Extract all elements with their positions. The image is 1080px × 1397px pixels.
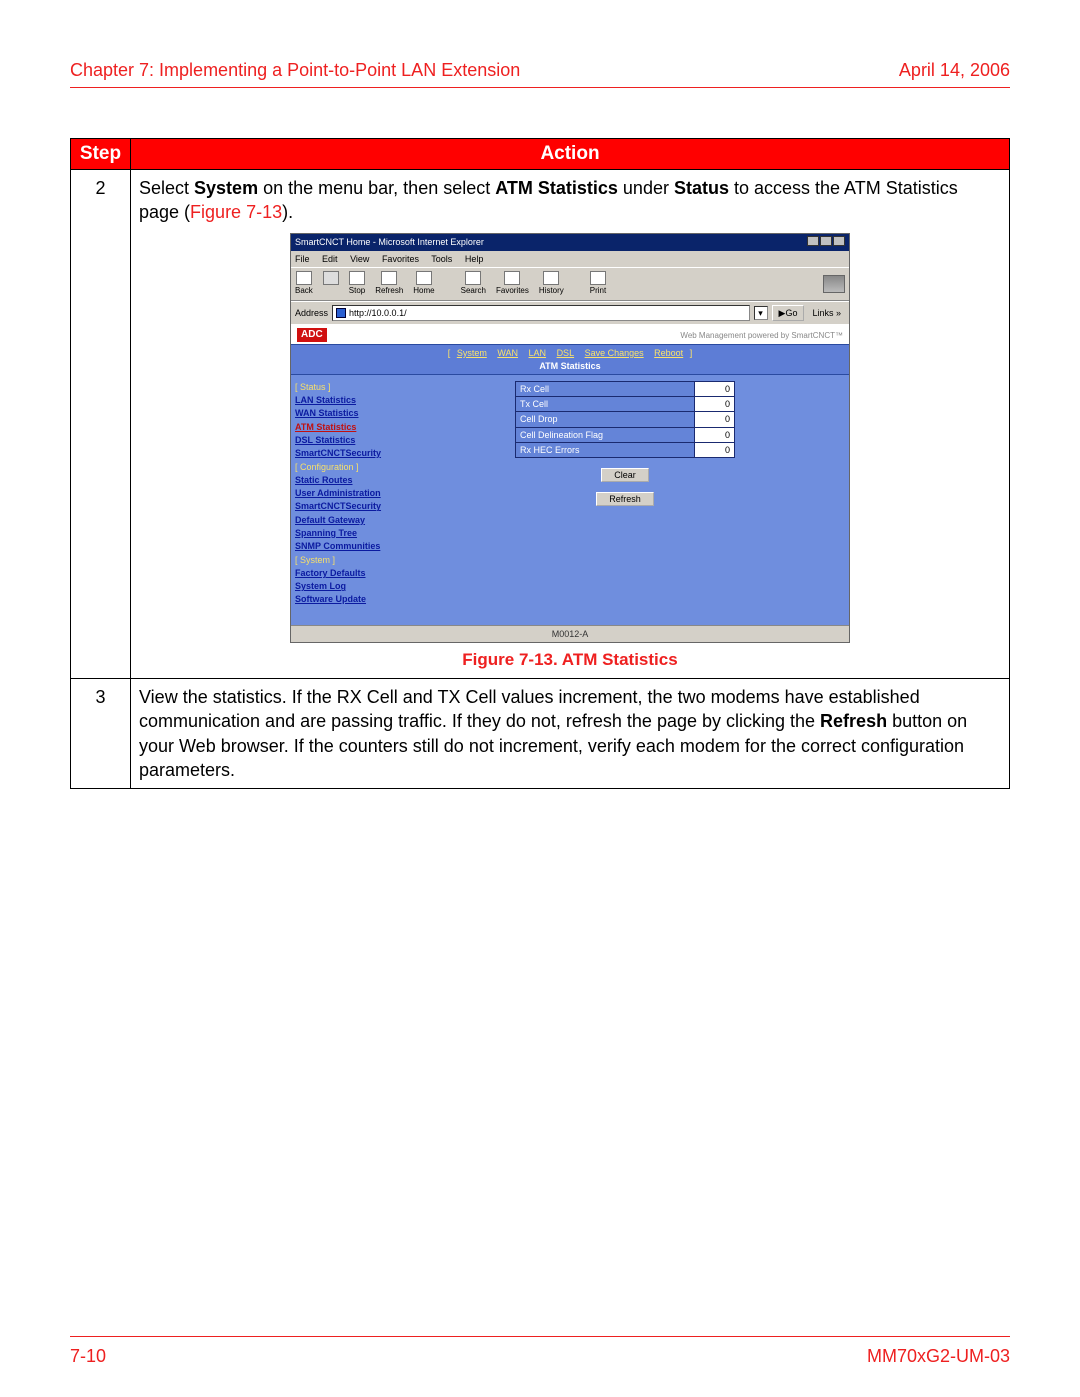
sidebar-system-label: [ System ] [295,554,397,566]
stat-label: Cell Drop [516,412,695,427]
table-row: 3 View the statistics. If the RX Cell an… [71,679,1010,789]
sidebar-system-log[interactable]: System Log [295,580,397,592]
history-button[interactable]: History [539,271,564,297]
sidebar-dsl-stats[interactable]: DSL Statistics [295,434,397,446]
forward-button[interactable] [323,271,339,297]
print-button[interactable]: Print [590,271,606,297]
bold: System [194,178,258,198]
sidebar-security-config[interactable]: SmartCNCTSecurity [295,500,397,512]
text: on the menu bar, then select [258,178,495,198]
menu-favorites[interactable]: Favorites [382,254,419,264]
sidebar-snmp[interactable]: SNMP Communities [295,540,397,552]
sidebar-static-routes[interactable]: Static Routes [295,474,397,486]
sidebar-lan-stats[interactable]: LAN Statistics [295,394,397,406]
favorites-button[interactable]: Favorites [496,271,529,297]
sidebar-software-update[interactable]: Software Update [295,593,397,605]
sidebar: [ Status ] LAN Statistics WAN Statistics… [291,375,401,625]
ie-throbber-icon [823,275,845,293]
step-action: Select System on the menu bar, then sele… [131,170,1010,679]
doc-id: MM70xG2-UM-03 [867,1346,1010,1367]
bold: ATM Statistics [495,178,618,198]
back-button[interactable]: Back [295,271,313,297]
menu-view[interactable]: View [350,254,369,264]
bold: Status [674,178,729,198]
menu-help[interactable]: Help [465,254,484,264]
ie-page-icon [336,308,346,318]
sidebar-factory-defaults[interactable]: Factory Defaults [295,567,397,579]
nav-lan[interactable]: LAN [529,348,547,358]
bold: Refresh [820,711,887,731]
page-title: ATM Statistics [291,360,849,372]
links-label[interactable]: Links » [808,307,845,319]
page-refresh-button[interactable]: Refresh [596,492,654,506]
stat-label: Rx HEC Errors [516,442,695,457]
nav-strip: [ System WAN LAN DSL Save Changes Reboot… [291,344,849,375]
sidebar-config-label: [ Configuration ] [295,461,397,473]
sidebar-user-admin[interactable]: User Administration [295,487,397,499]
steps-table: Step Action 2 Select System on the menu … [70,138,1010,789]
stat-value: 0 [695,382,735,397]
sidebar-wan-stats[interactable]: WAN Statistics [295,407,397,419]
nav-save[interactable]: Save Changes [585,348,644,358]
ie-address-bar: Address http://10.0.0.1/ ▾ ▶Go Links » [291,301,849,324]
stat-value: 0 [695,442,735,457]
dropdown-icon[interactable]: ▾ [754,306,768,320]
header-date: April 14, 2006 [899,60,1010,81]
atm-stats-table: Rx Cell0 Tx Cell0 Cell Drop0 Cell Deline… [515,381,735,458]
header-rule [70,87,1010,88]
text: under [618,178,674,198]
stop-button[interactable]: Stop [349,271,365,297]
menu-file[interactable]: File [295,254,310,264]
page-number: 7-10 [70,1346,106,1367]
url-field[interactable]: http://10.0.0.1/ [332,305,750,321]
clear-button[interactable]: Clear [601,468,649,482]
sidebar-default-gw[interactable]: Default Gateway [295,514,397,526]
step-number: 2 [71,170,131,679]
refresh-button[interactable]: Refresh [375,271,403,297]
sidebar-security-status[interactable]: SmartCNCTSecurity [295,447,397,459]
step-action: View the statistics. If the RX Cell and … [131,679,1010,789]
ie-menubar[interactable]: File Edit View Favorites Tools Help [291,251,849,267]
stat-label: Rx Cell [516,382,695,397]
col-action: Action [131,139,1010,170]
nav-reboot[interactable]: Reboot [654,348,683,358]
embedded-screenshot: SmartCNCT Home - Microsoft Internet Expl… [290,233,850,644]
status-bar: M0012-A [291,625,849,642]
figure-ref: Figure 7-13 [190,202,282,222]
url-text: http://10.0.0.1/ [349,307,407,319]
ie-toolbar: Back Stop Refresh Home Search Favorites … [291,267,849,301]
text: ). [282,202,293,222]
nav-system[interactable]: System [457,348,487,358]
text: Select [139,178,194,198]
search-button[interactable]: Search [461,271,486,297]
stat-label: Cell Delineation Flag [516,427,695,442]
ie-titlebar: SmartCNCT Home - Microsoft Internet Expl… [291,234,849,251]
window-title: SmartCNCT Home - Microsoft Internet Expl… [295,236,484,248]
powered-by: Web Management powered by SmartCNCT™ [680,331,843,342]
go-button[interactable]: ▶Go [772,305,805,321]
nav-wan[interactable]: WAN [497,348,518,358]
table-row: 2 Select System on the menu bar, then se… [71,170,1010,679]
footer-rule [70,1336,1010,1337]
stat-value: 0 [695,412,735,427]
col-step: Step [71,139,131,170]
sidebar-status-label: [ Status ] [295,381,397,393]
content-area: Rx Cell0 Tx Cell0 Cell Drop0 Cell Deline… [401,375,849,625]
menu-edit[interactable]: Edit [322,254,338,264]
address-label: Address [295,307,328,319]
text: View the statistics. If the RX Cell and … [139,687,920,731]
window-buttons[interactable] [806,236,845,249]
chapter-title: Chapter 7: Implementing a Point-to-Point… [70,60,520,81]
sidebar-spanning-tree[interactable]: Spanning Tree [295,527,397,539]
menu-tools[interactable]: Tools [431,254,452,264]
nav-dsl[interactable]: DSL [557,348,575,358]
stat-value: 0 [695,427,735,442]
figure-caption: Figure 7-13. ATM Statistics [139,649,1001,672]
stat-value: 0 [695,397,735,412]
step-number: 3 [71,679,131,789]
adc-logo: ADC [297,328,327,342]
stat-label: Tx Cell [516,397,695,412]
home-button[interactable]: Home [413,271,434,297]
sidebar-atm-stats[interactable]: ATM Statistics [295,421,397,433]
